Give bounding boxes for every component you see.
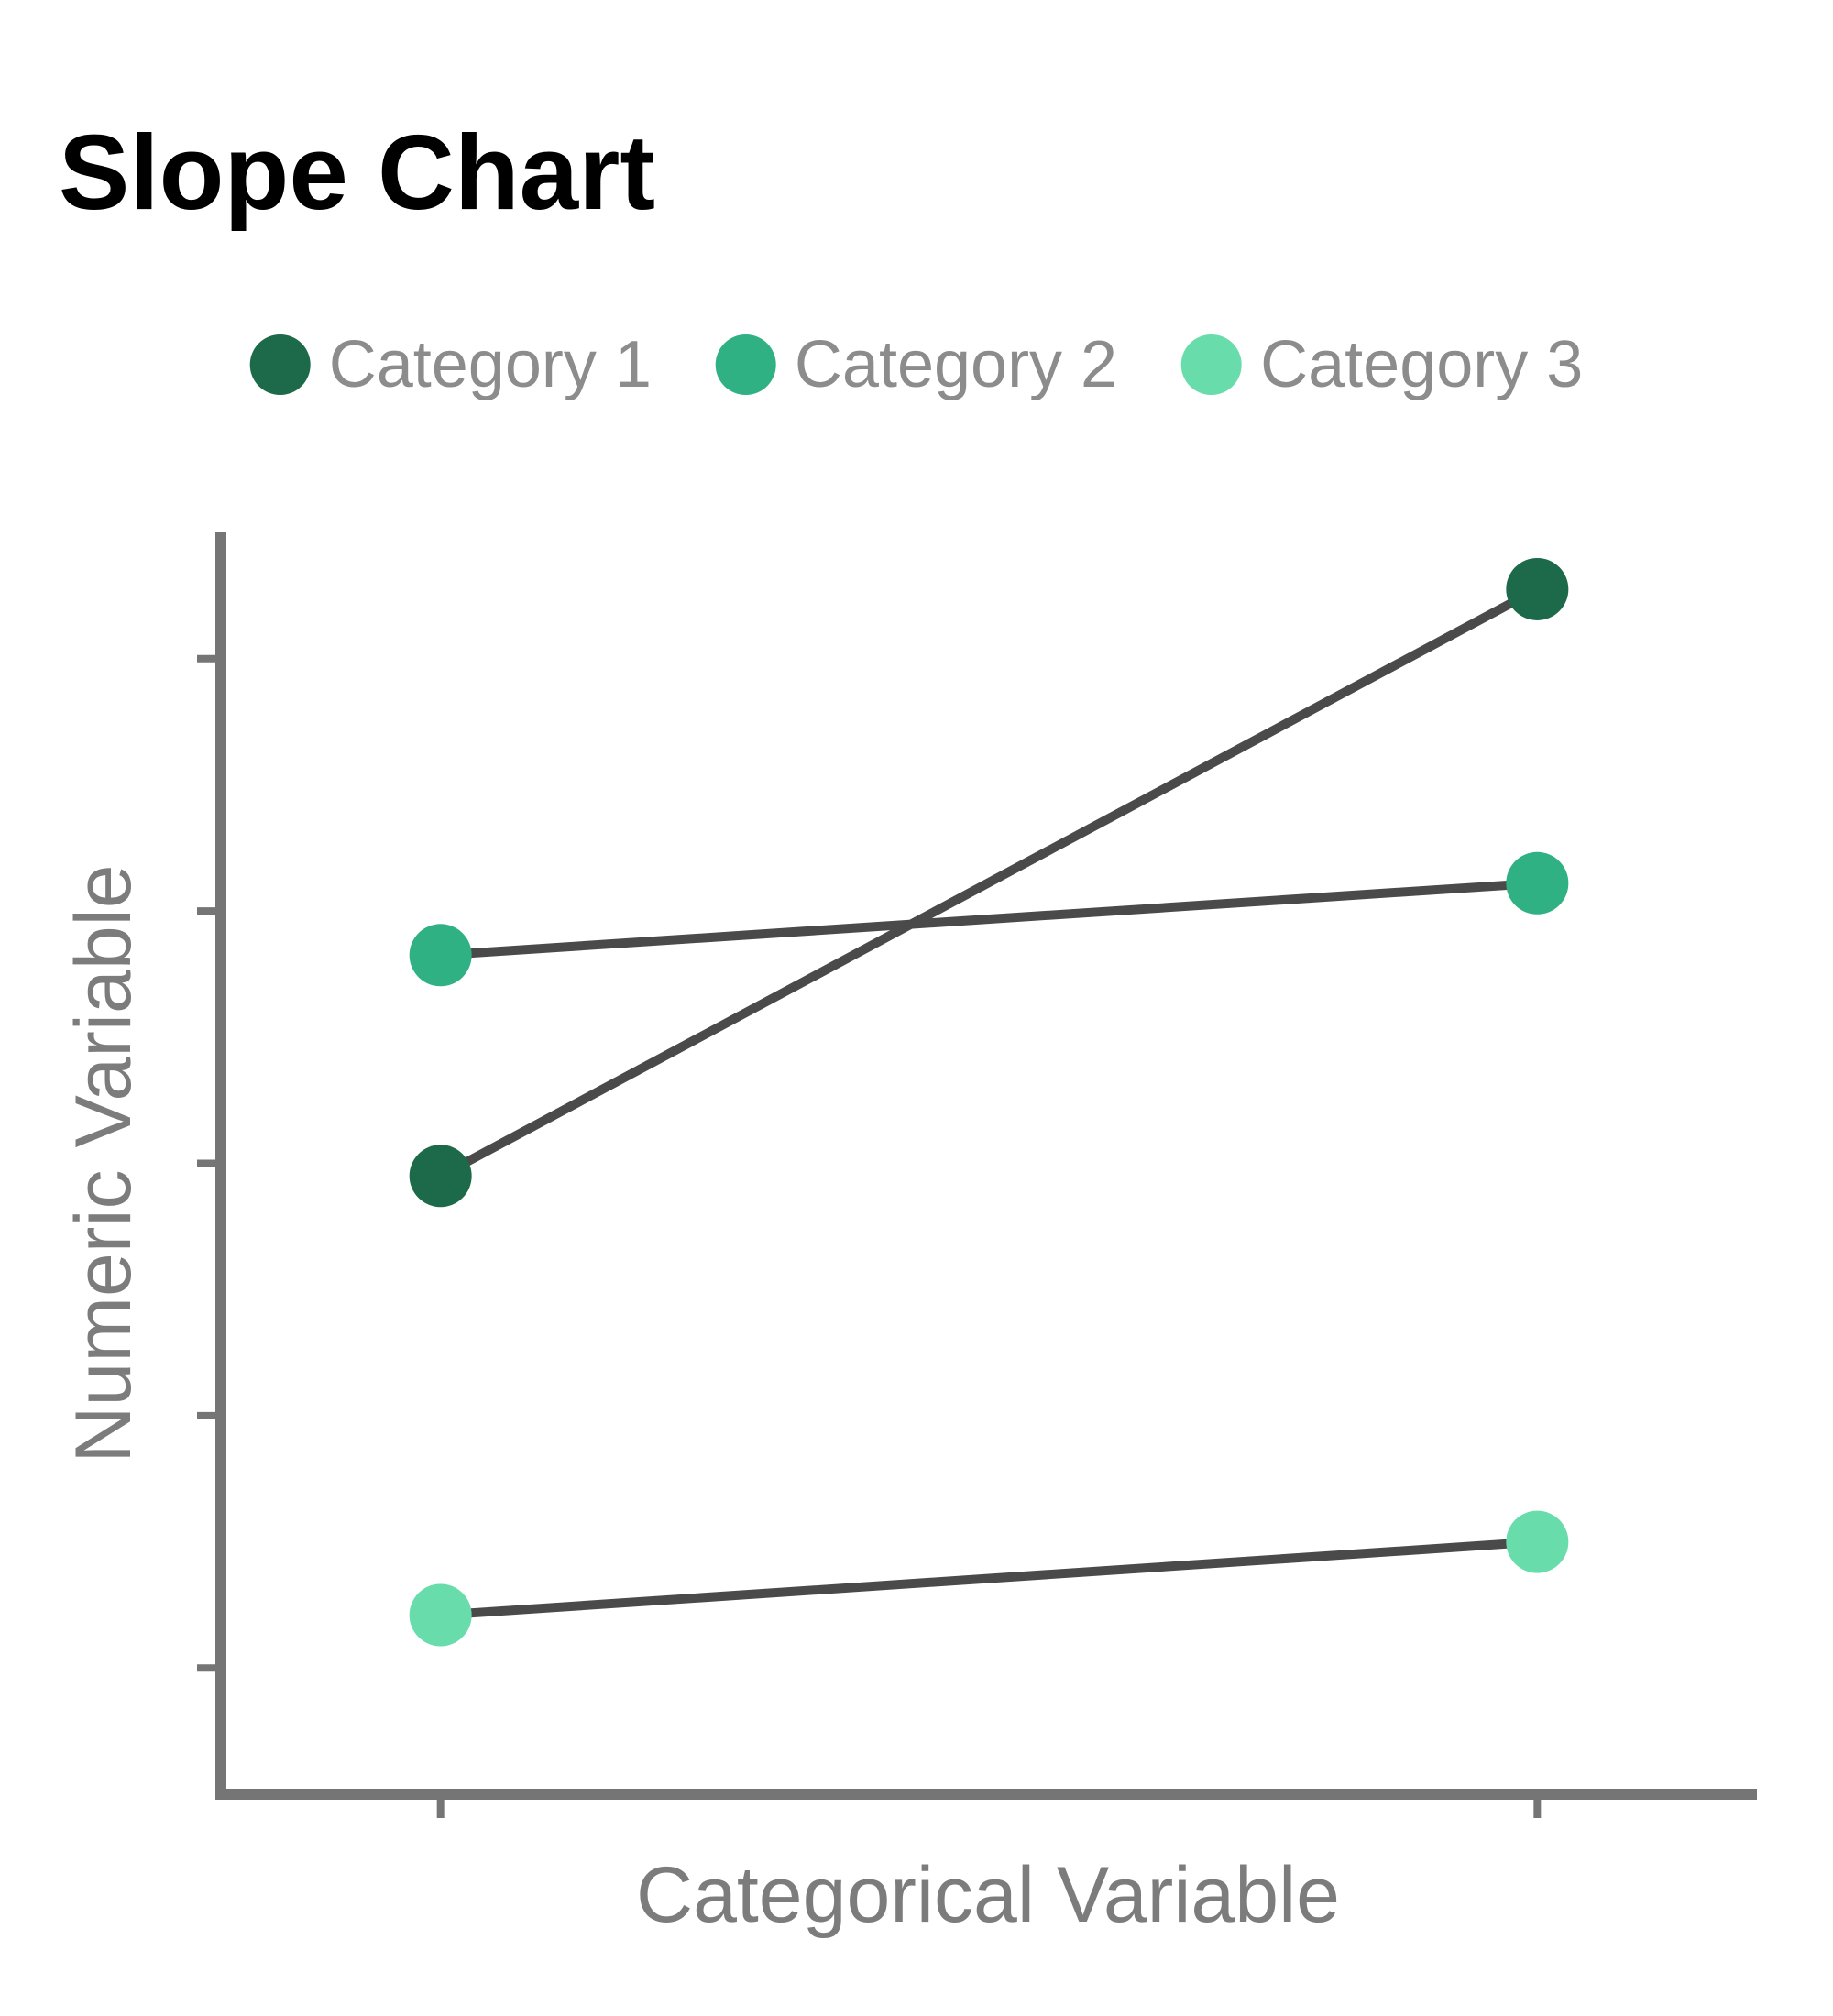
point-3-left [409,1583,472,1647]
chart-title: Slope Chart [59,112,655,232]
point-2-right [1506,851,1569,915]
legend-item-category-3: Category 3 [1181,332,1583,398]
legend-swatch-category-3-icon [1181,334,1243,395]
x-axis-label: Categorical Variable [635,1851,1341,1939]
slope-line-1 [438,585,1540,1180]
point-1-right [1506,557,1569,620]
legend: Category 1 Category 2 Category 3 [249,328,1583,401]
slope-line-2 [440,878,1538,960]
point-3-right [1506,1510,1569,1573]
legend-swatch-category-2-icon [715,334,776,395]
legend-label-category-3: Category 3 [1260,328,1584,401]
legend-swatch-category-1-icon [249,334,311,395]
slope-line-3 [440,1537,1538,1620]
point-2-left [409,924,472,987]
y-axis-label: Numeric Variable [60,864,148,1463]
series-points [409,557,1569,1647]
legend-label-category-1: Category 1 [328,328,652,401]
series-lines [438,585,1540,1620]
legend-item-category-2: Category 2 [715,328,1118,401]
legend-label-category-2: Category 2 [794,328,1118,401]
legend-item-category-1: Category 1 [249,328,652,401]
point-1-left [409,1145,472,1208]
